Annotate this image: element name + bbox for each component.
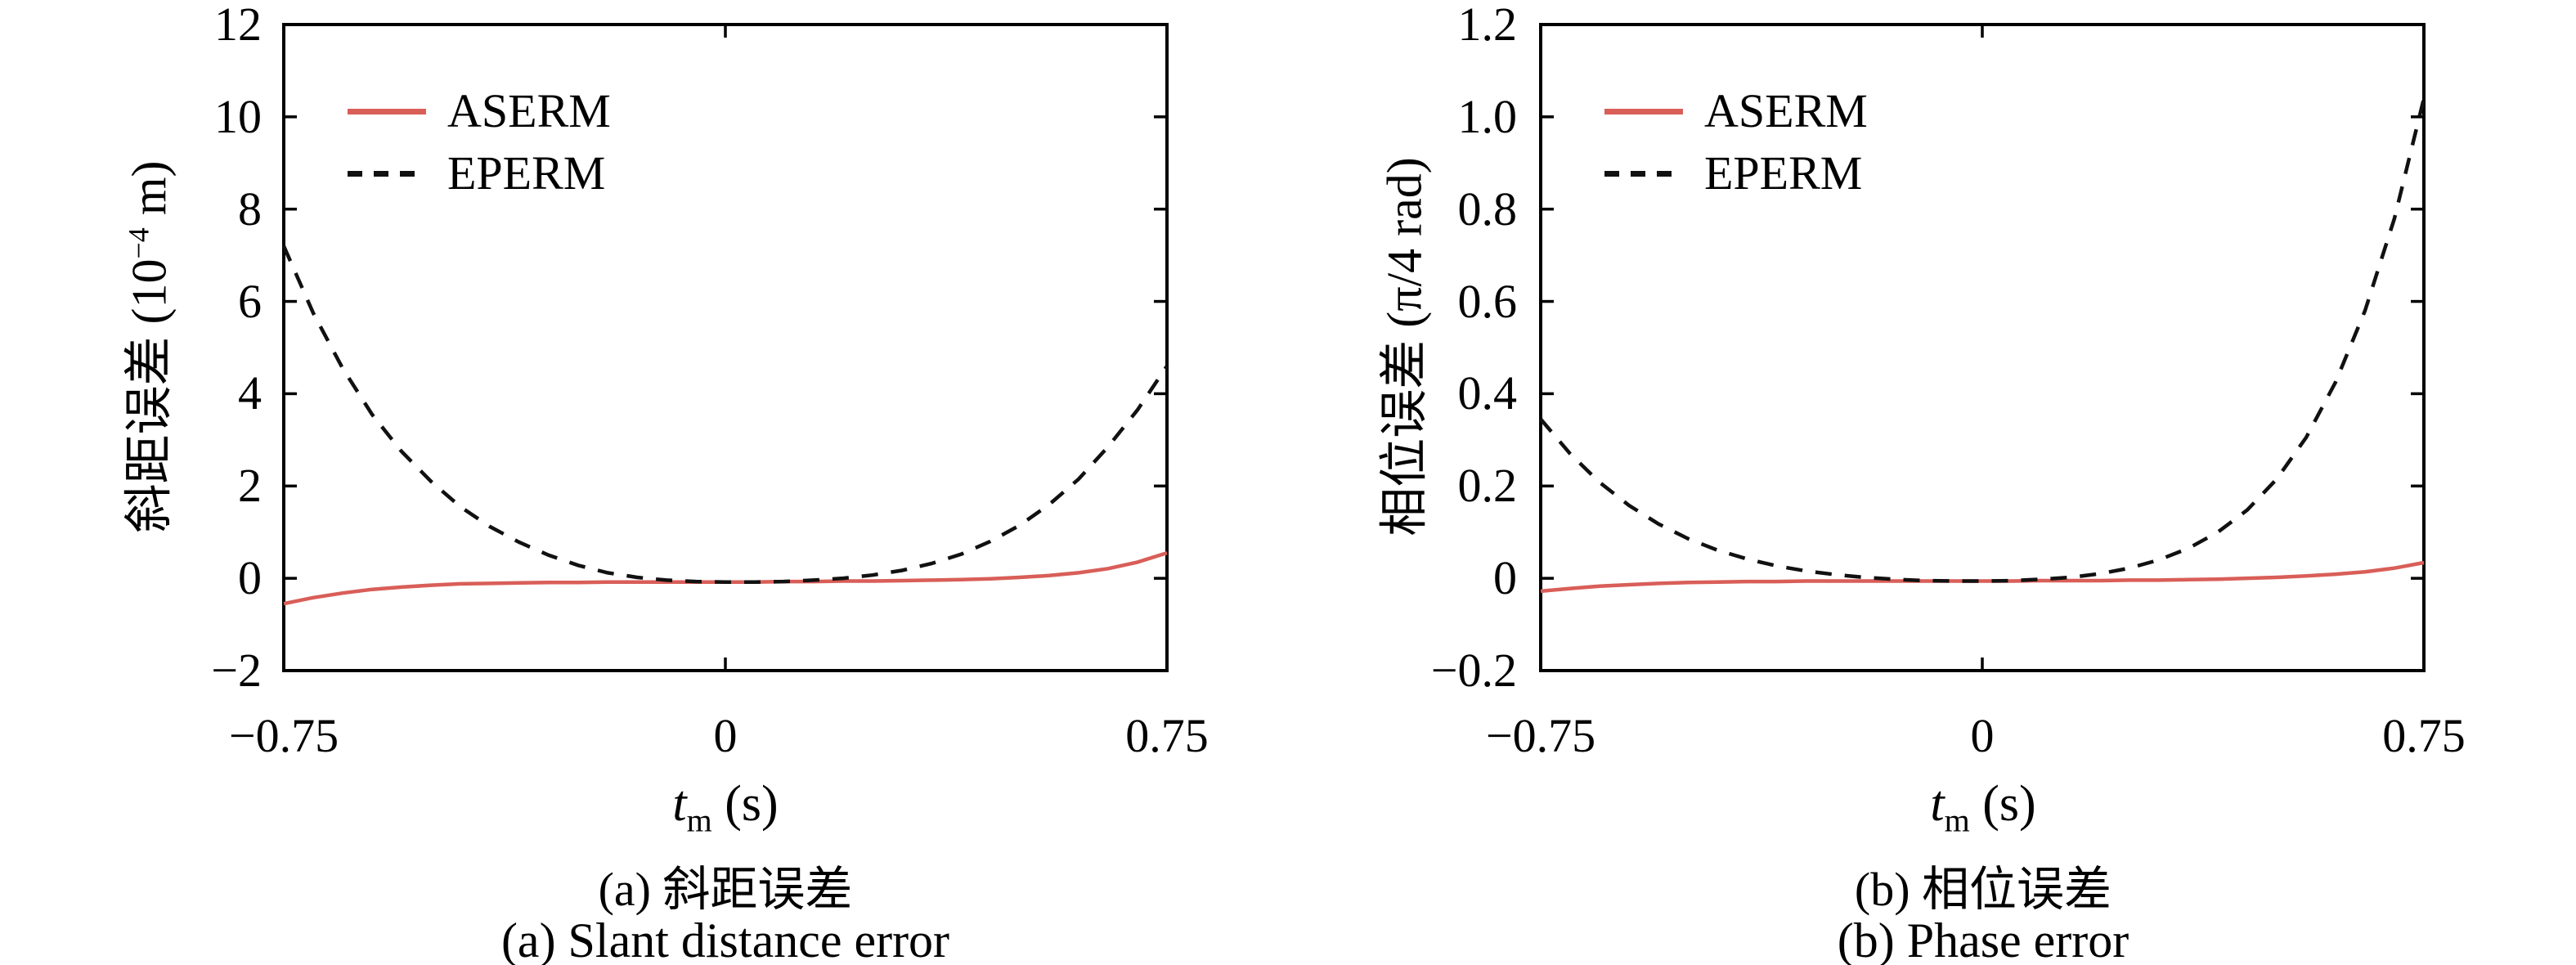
- y-tick-label: 0.6: [1457, 274, 1518, 328]
- x-axis-sub-a: m: [686, 801, 712, 839]
- x-axis-label-a: tm (s): [521, 775, 930, 839]
- y-tick-label: 4: [238, 366, 262, 420]
- caption-zh-b: (b) 相位误差: [1854, 863, 2112, 916]
- legend-entry-aserm-b: ASERM: [1604, 80, 1868, 142]
- x-tick-label: 0: [713, 709, 738, 762]
- y-tick-label: 1.0: [1457, 89, 1518, 143]
- y-tick-label: 0.8: [1457, 182, 1518, 236]
- y-tick-label: −2: [211, 644, 262, 697]
- y-tick-label: 0: [1493, 551, 1517, 605]
- legend-entry-eperm: EPERM: [348, 142, 611, 204]
- plot-area-a: [282, 23, 1169, 672]
- y-tick-labels-a: 12 10 8 6 4 2 0 −2: [98, 0, 262, 965]
- legend-b: ASERM EPERM: [1604, 80, 1868, 204]
- y-tick-label: 12: [214, 0, 262, 51]
- legend-label-aserm-b: ASERM: [1704, 84, 1868, 137]
- legend-entry-eperm-b: EPERM: [1604, 142, 1868, 204]
- caption-zh-a: (a) 斜距误差: [598, 863, 853, 916]
- x-axis-sub-b: m: [1944, 801, 1970, 839]
- legend-label-eperm: EPERM: [447, 146, 606, 200]
- caption-en-a: (a) Slant distance error: [500, 913, 950, 965]
- x-tick-label: 0.75: [2382, 709, 2466, 762]
- legend-line-sample-eperm-b: [1604, 170, 1683, 177]
- y-tick-label: 6: [238, 274, 262, 328]
- y-tick-label: 0.2: [1457, 459, 1518, 513]
- x-tick-label: 0: [1970, 709, 1995, 762]
- y-tick-labels-b: 1.2 1.0 0.8 0.6 0.4 0.2 0 −0.2: [1353, 0, 1517, 965]
- y-tick-label: 0.4: [1457, 366, 1518, 420]
- legend-line-sample-eperm: [348, 170, 426, 177]
- y-tick-label: 2: [238, 459, 262, 513]
- caption-en-b: (b) Phase error: [1837, 913, 2129, 965]
- x-axis-var-a: t: [672, 776, 687, 832]
- x-axis-var-b: t: [1930, 776, 1945, 832]
- y-tick-label: 1.2: [1457, 0, 1518, 51]
- y-tick-label: 10: [214, 89, 262, 143]
- x-axis-unit-b: (s): [1969, 776, 2036, 832]
- legend-line-sample-aserm: [348, 108, 426, 114]
- x-tick-label: 0.75: [1125, 709, 1209, 762]
- legend-label-aserm: ASERM: [447, 84, 611, 137]
- plot-area-b: [1539, 23, 2426, 672]
- y-tick-label: 8: [238, 182, 262, 236]
- y-tick-label: 0: [238, 551, 262, 605]
- legend-entry-aserm: ASERM: [348, 80, 611, 142]
- legend-a: ASERM EPERM: [348, 80, 611, 204]
- y-tick-label: −0.2: [1430, 644, 1517, 697]
- legend-line-sample-aserm-b: [1604, 108, 1683, 114]
- x-axis-unit-a: (s): [711, 776, 779, 832]
- x-axis-label-b: tm (s): [1779, 775, 2188, 839]
- legend-label-eperm-b: EPERM: [1704, 146, 1863, 200]
